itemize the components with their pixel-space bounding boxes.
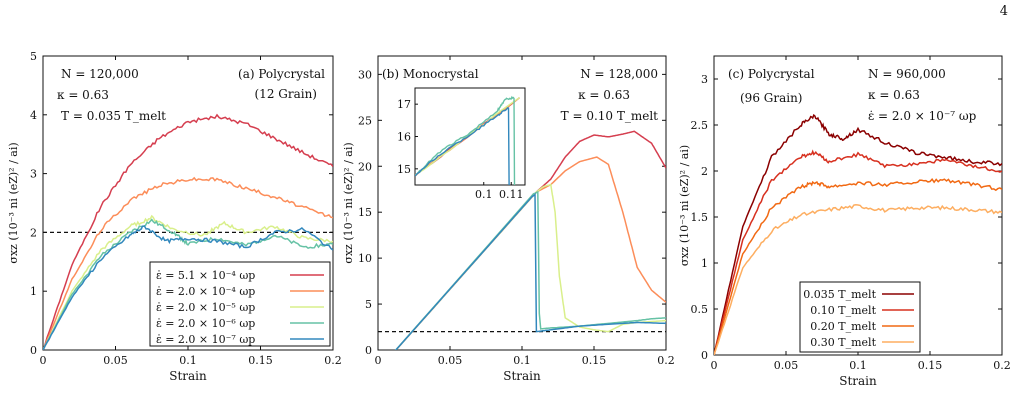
panel-annotation: κ = 0.63 (57, 88, 109, 102)
x-tick-label: 0.2 (657, 354, 675, 367)
panel-annotation: N = 120,000 (61, 67, 139, 81)
y-tick-label: 1.5 (691, 211, 709, 224)
page-number: 4 (999, 4, 1008, 19)
panel-subtitle: (12 Grain) (255, 87, 318, 101)
panel-annotation: ε̇ = 2.0 × 10⁻⁷ ωp (868, 109, 977, 123)
x-axis-label: Strain (169, 369, 207, 383)
legend-label: ε̇ = 2.0 × 10⁻⁵ ωp (156, 301, 255, 314)
panel-2: 0 0.05 0.1 0.15 0.2 0 0.5 1 1.5 2 2.5 3 Strain σxz (1… (678, 55, 1011, 388)
y-tick-label: 2.5 (691, 119, 709, 132)
inset: 0.1 0.11 15 16 17 (397, 87, 526, 201)
legend-label: 0.035 T_melt (803, 288, 876, 301)
series-line-4 (394, 192, 666, 350)
x-tick-label: 0.05 (438, 354, 463, 367)
panel-title: (c) Polycrystal (728, 67, 815, 81)
series-line-1 (394, 156, 666, 350)
x-tick-label: 0.1 (513, 354, 531, 367)
x-tick-label: 0 (40, 354, 47, 367)
panel-title: (a) Polycrystal (238, 67, 325, 81)
legend-box (149, 261, 331, 347)
series-line-3 (43, 218, 333, 350)
legend-label: ε̇ = 2.0 × 10⁻⁶ ωp (156, 317, 255, 330)
series-line-4 (43, 225, 333, 350)
y-tick-label: 30 (358, 68, 372, 81)
y-tick-label: 10 (358, 252, 372, 265)
y-tick-label: 1 (30, 285, 37, 298)
y-tick-label: 1 (701, 257, 708, 270)
legend-label: ε̇ = 2.0 × 10⁻⁷ ωp (156, 333, 255, 346)
legend-label: ε̇ = 5.1 × 10⁻⁴ ωp (156, 269, 255, 282)
series-line-2 (394, 183, 666, 350)
series-line-1 (43, 176, 333, 350)
panel-0: 0 0.05 0.1 0.15 0.2 0 1 2 3 4 5 Strain σxz (10⁻³ ni … (7, 50, 342, 383)
x-tick-label: 0.2 (324, 354, 342, 367)
panel-subtitle: (96 Grain) (740, 91, 803, 105)
inset-series-line-3 (415, 95, 516, 185)
inset-frame (414, 87, 526, 186)
y-tick-label: 20 (358, 160, 372, 173)
y-tick-label: 3 (701, 73, 708, 86)
x-tick-label: 0.1 (849, 359, 867, 372)
y-tick-label: 0 (30, 344, 37, 357)
legend-label: ε̇ = 2.0 × 10⁻⁴ ωp (156, 285, 255, 298)
y-tick-label: 5 (30, 50, 37, 63)
inset-y-tick-label: 17 (397, 98, 411, 111)
y-axis-label: σxz (10⁻³ ni (eZ)² / ai) (7, 142, 20, 263)
panel-1: 0 0.05 0.1 0.15 0.2 0 5 10 15 20 25 30 Strain σxz (10… (342, 55, 675, 383)
series-line-2 (43, 214, 333, 350)
y-tick-label: 0 (701, 349, 708, 362)
panel-annotation: T = 0.035 T_melt (61, 109, 166, 123)
inset-series-line-4 (415, 107, 510, 185)
y-tick-label: 15 (358, 206, 372, 219)
y-axis-label: σxz (10⁻³ ni (eZ)² / ai) (678, 145, 691, 266)
x-tick-label: 0 (711, 359, 718, 372)
panel-title: (b) Monocrystal (382, 67, 479, 81)
series-line-1 (714, 149, 1002, 355)
inset-y-tick-label: 16 (397, 131, 411, 144)
series-line-2 (714, 177, 1002, 355)
series-line-3 (394, 190, 666, 350)
x-tick-label: 0.15 (582, 354, 607, 367)
y-tick-label: 5 (365, 298, 372, 311)
x-tick-label: 0.2 (993, 359, 1011, 372)
y-tick-label: 3 (30, 168, 37, 181)
panel-annotation: T = 0.10 T_melt (561, 109, 659, 123)
legend-label: 0.30 T_melt (810, 336, 876, 349)
legend-label: 0.10 T_melt (810, 304, 876, 317)
inset-x-tick-label: 0.11 (499, 188, 524, 201)
y-tick-label: 0.5 (691, 303, 709, 316)
y-tick-label: 25 (358, 114, 372, 127)
x-axis-label: Strain (503, 369, 541, 383)
x-tick-label: 0.15 (918, 359, 943, 372)
y-tick-label: 0 (365, 344, 372, 357)
x-axis-label: Strain (839, 374, 877, 388)
panel-annotation: N = 128,000 (580, 67, 658, 81)
series-line-3 (714, 204, 1002, 355)
y-tick-label: 2 (701, 165, 708, 178)
y-tick-label: 2 (30, 226, 37, 239)
x-tick-label: 0 (375, 354, 382, 367)
panel-annotation: N = 960,000 (868, 67, 946, 81)
y-tick-label: 4 (30, 109, 37, 122)
x-tick-label: 0.05 (774, 359, 799, 372)
series-line-0 (714, 113, 1002, 355)
panel-annotation: κ = 0.63 (868, 88, 920, 102)
panel-annotation: κ = 0.63 (578, 88, 630, 102)
series-line-0 (43, 113, 333, 350)
x-tick-label: 0.15 (248, 354, 273, 367)
x-tick-label: 0.1 (179, 354, 197, 367)
inset-y-tick-label: 15 (397, 163, 411, 176)
x-tick-label: 0.05 (103, 354, 128, 367)
legend-label: 0.20 T_melt (810, 320, 876, 333)
inset-x-tick-label: 0.1 (475, 188, 493, 201)
series-line-0 (394, 130, 666, 350)
y-axis-label: σxz (10⁻³ ni (eZ)² / ai) (342, 142, 355, 263)
